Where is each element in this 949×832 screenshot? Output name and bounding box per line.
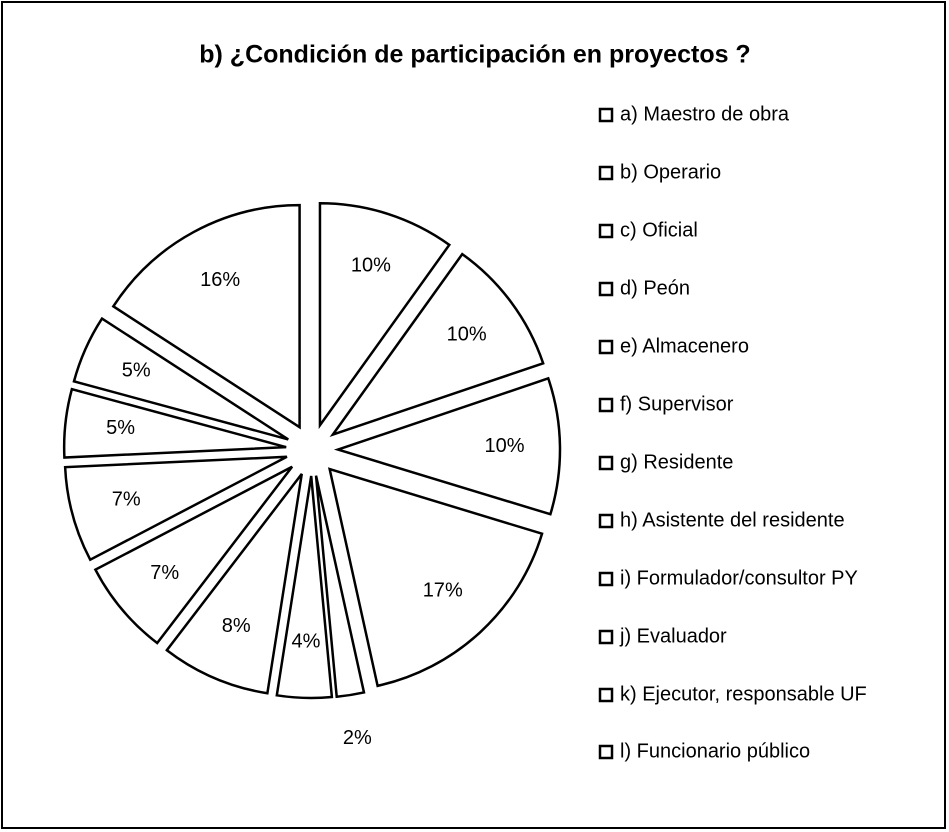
data-label-unit: % [373, 255, 391, 277]
pie-slice [314, 475, 366, 699]
legend-swatch [598, 281, 614, 297]
pie-slice [165, 473, 304, 695]
pie-slice [63, 455, 288, 562]
legend-label: b) Operario [620, 161, 721, 183]
legend-swatch [598, 165, 614, 181]
legend-swatch [598, 455, 614, 471]
legend-swatch [598, 397, 614, 413]
legend-label: h) Asistente del residente [620, 509, 845, 531]
data-label-value: 7 [150, 562, 161, 584]
legend-swatch [598, 513, 614, 529]
data-label-unit: % [161, 562, 179, 584]
data-label-unit: % [123, 489, 141, 511]
legend-swatch [598, 223, 614, 239]
legend-swatch [598, 339, 614, 355]
data-label-unit: % [117, 417, 135, 439]
legend-label: d) Peón [620, 277, 690, 299]
data-label-unit: % [303, 631, 321, 653]
legend-swatch [598, 687, 614, 703]
pie-slice [329, 252, 545, 437]
data-label-value: 4 [292, 631, 303, 653]
pie-slice [327, 467, 544, 688]
legend-label: k) Ejecutor, responsable UF [620, 683, 867, 705]
data-label: 5% [122, 360, 151, 382]
data-label-value: 7 [112, 489, 123, 511]
data-label-value: 5 [122, 360, 133, 382]
data-label: 16% [200, 269, 240, 291]
data-label: 5% [106, 417, 135, 439]
data-label: 10% [447, 324, 487, 346]
legend-label: j) Evaluador [619, 625, 727, 647]
data-label-value: 10 [351, 255, 373, 277]
pie-slice [333, 376, 562, 516]
legend-label: g) Residente [620, 451, 733, 473]
data-label: 17% [423, 580, 463, 602]
pie-slice [93, 465, 294, 645]
data-label: 4% [292, 631, 321, 653]
data-label: 10% [351, 255, 391, 277]
legend-label: e) Almacenero [620, 335, 749, 357]
data-label-value: 2 [343, 727, 354, 749]
data-label-value: 17 [423, 580, 445, 602]
data-label-unit: % [222, 269, 240, 291]
data-label-value: 10 [484, 435, 506, 457]
pie-slice [62, 387, 287, 459]
legend-swatch [598, 629, 614, 645]
legend-swatch [598, 571, 614, 587]
data-label-value: 5 [106, 417, 117, 439]
pie-slice [72, 316, 289, 441]
data-label-value: 16 [200, 269, 222, 291]
data-label: 7% [150, 562, 179, 584]
pie-slice [318, 201, 452, 430]
legend-swatch [598, 744, 614, 760]
data-label: 10% [484, 435, 524, 457]
legend-label: i) Formulador/consultor PY [620, 567, 858, 589]
data-label-value: 8 [222, 615, 233, 637]
legend-label: f) Supervisor [620, 393, 734, 415]
data-label: 7% [112, 489, 141, 511]
data-label: 8% [222, 615, 251, 637]
pie-slice [111, 203, 301, 430]
chart-title: b) ¿Condición de participación en proyec… [199, 41, 750, 69]
data-label-unit: % [354, 727, 372, 749]
legend-swatch [598, 107, 614, 123]
data-label-value: 10 [447, 324, 469, 346]
data-label: 2% [343, 727, 372, 749]
data-label-unit: % [469, 324, 487, 346]
legend-label: l) Funcionario público [620, 740, 810, 762]
legend-label: c) Oficial [620, 219, 698, 241]
data-label-unit: % [133, 360, 151, 382]
legend-label: a) Maestro de obra [620, 103, 790, 125]
pie-slice [275, 475, 334, 700]
data-label-unit: % [445, 580, 463, 602]
data-label-unit: % [507, 435, 525, 457]
data-label-unit: % [233, 615, 251, 637]
